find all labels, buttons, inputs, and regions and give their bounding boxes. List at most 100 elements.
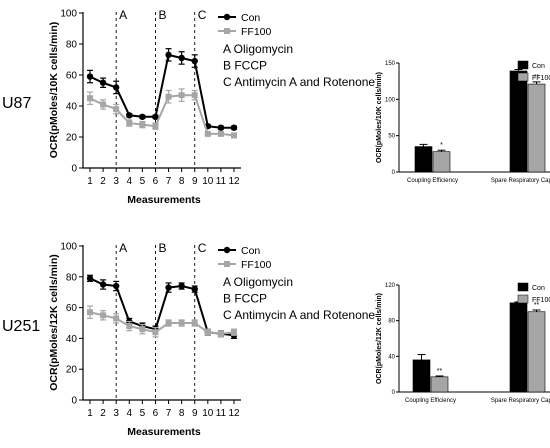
u251-ff100-bar-legend-swatch: [517, 294, 529, 304]
u87-con-point: [112, 84, 120, 91]
u87-con-bar: [509, 70, 528, 173]
row-label-u251: U251: [2, 318, 40, 335]
u251-con-bar: [412, 359, 431, 393]
u251-bar-y-tick-label: 120: [385, 283, 396, 289]
u251-bar-category-label: Spare Respiratory Capacity: [491, 398, 550, 404]
u87-y-tick-label: 100: [60, 9, 77, 20]
u87-y-tick-label: 0: [71, 164, 77, 175]
u251-ff100-point: [191, 320, 198, 326]
u251-ff100-point: [87, 309, 93, 316]
u87-ff100-point: [191, 92, 198, 99]
u87-ff100-point: [100, 101, 107, 108]
u87-bar-y-axis-title: OCR(pMoles/10K cells/min): [376, 72, 383, 163]
u251-ff100-point: [100, 312, 107, 319]
u251-y-tick-label: 60: [66, 303, 78, 314]
u87-x-tick-label: 11: [216, 176, 227, 187]
u87-y-axis-title: OCR(pMoles/10K cells/min): [48, 22, 60, 159]
u87-con-point: [99, 79, 107, 86]
u251-x-tick-label: 3: [113, 408, 119, 419]
u251-x-tick-label: 9: [192, 408, 198, 419]
u87-y-tick-label: 20: [66, 133, 78, 144]
u87-x-tick-label: 2: [100, 176, 106, 187]
u87-ff100-point: [231, 132, 237, 139]
u251-ff100-series-line: [89, 311, 235, 335]
u251-phase-label-c: C: [198, 241, 207, 255]
u87-y-tick-label: 80: [66, 40, 78, 51]
u251-con-point: [112, 282, 120, 290]
u251-ff100-point: [126, 323, 133, 330]
u251-bar-y-tick-label: 40: [388, 354, 395, 360]
u251-con-point: [178, 282, 185, 290]
u251-y-tick-label: 40: [66, 334, 78, 345]
u251-x-tick-label: 4: [126, 408, 132, 419]
u251-con-legend-label: Con: [241, 245, 260, 257]
u87-bar-y-tick-label: 0: [392, 170, 396, 176]
u87-con-bar-legend-label: Con: [532, 63, 545, 70]
u87-bar-category-label: Coupling Efficiency: [407, 178, 458, 184]
u87-phase-label-c: C: [198, 8, 207, 22]
u87-x-tick-label: 3: [113, 176, 119, 187]
u87-x-tick-label: 1: [87, 176, 93, 187]
u87-x-tick-label: 8: [179, 176, 185, 187]
u251-con-legend-marker: [223, 246, 231, 254]
u87-con-legend-label: Con: [241, 12, 260, 24]
u251-phase-label-a: A: [119, 241, 127, 255]
u87-bar-category-label: Spare Respiratory Capacity: [491, 178, 550, 184]
u87-con-point: [152, 113, 159, 121]
u251-x-tick-label: 10: [202, 408, 214, 419]
u87-con-bar: [414, 146, 433, 173]
u251-x-tick-label: 6: [153, 408, 159, 419]
u87-y-tick-label: 60: [66, 71, 78, 82]
u87-bar-y-tick-label: 50: [388, 134, 395, 140]
u251-ff100-bar: [430, 376, 449, 393]
u251-ff100-legend-marker: [224, 261, 230, 267]
u251-ff100-point: [204, 329, 211, 336]
u87-bar-y-tick-label: 150: [385, 61, 396, 67]
u251-y-tick-label: 20: [66, 365, 78, 376]
u87-ff100-point: [113, 106, 120, 113]
u87-ff100-bar-legend-label: FF100: [532, 75, 550, 82]
u87-x-tick-label: 7: [166, 176, 172, 187]
u87-ff100-point: [87, 95, 93, 102]
u251-x-tick-label: 1: [87, 408, 93, 419]
u87-con-bar-legend-swatch: [517, 60, 529, 70]
u87-con-point: [230, 124, 238, 131]
u251-y-axis-title: OCR(pMoles/12K cells/min): [48, 254, 60, 391]
u87-con-point: [139, 113, 146, 121]
u87-ff100-point: [217, 130, 224, 137]
u87-ff100-point: [178, 92, 185, 99]
u251-significance-marker: **: [534, 302, 540, 309]
u87-x-tick-label: 10: [202, 176, 214, 187]
u251-y-tick-label: 80: [66, 272, 78, 283]
u87-ff100-series-line: [89, 94, 235, 137]
u251-ff100-legend-label: FF100: [241, 259, 272, 271]
u251-ff100-point: [152, 329, 159, 336]
u251-bar-y-axis-title: OCR(pMoles/12K cells/min): [376, 293, 383, 384]
u87-con-point: [126, 112, 133, 119]
u87-ff100-bar: [432, 151, 451, 173]
u251-ff100-bar-legend-label: FF100: [532, 297, 550, 304]
u87-x-tick-label: 5: [140, 176, 146, 187]
u87-x-tick-label: 9: [192, 176, 198, 187]
u87-ff100-point: [126, 120, 133, 127]
u87-con-point: [178, 54, 185, 62]
u251-con-point: [99, 281, 107, 288]
u87-ff100-legend-marker: [224, 28, 230, 34]
u87-ff100-point: [204, 130, 211, 137]
u251-ff100-point: [217, 330, 224, 337]
u251-con-bar-legend-swatch: [517, 282, 529, 292]
u251-x-tick-label: 11: [216, 408, 227, 419]
u251-annotation-1: B FCCP: [223, 292, 267, 306]
u251-ff100-point: [178, 320, 185, 326]
u87-ff100-point: [165, 93, 172, 100]
u87-annotation-0: A Oligomycin: [223, 42, 293, 56]
u87-annotation-2: C Antimycin A and Rotenone: [223, 75, 375, 89]
u251-significance-marker: **: [437, 368, 443, 375]
u87-x-tick-label: 12: [228, 176, 240, 187]
u251-ff100-bar: [527, 311, 546, 393]
u251-x-tick-label: 5: [140, 408, 146, 419]
